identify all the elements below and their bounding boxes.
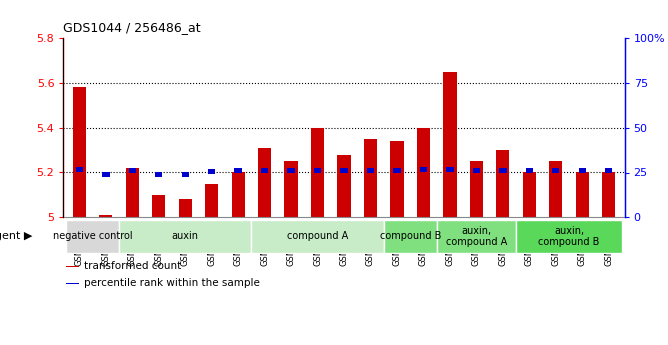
Bar: [128, 168, 136, 173]
Text: auxin,
compound A: auxin, compound A: [446, 226, 507, 247]
Bar: [285, 161, 298, 217]
Text: auxin: auxin: [172, 231, 198, 241]
Bar: [66, 220, 119, 253]
Bar: [383, 220, 437, 253]
Bar: [119, 220, 251, 253]
Bar: [526, 168, 533, 173]
Text: compound A: compound A: [287, 231, 348, 241]
Bar: [337, 155, 351, 217]
Bar: [367, 168, 374, 173]
Bar: [390, 141, 403, 217]
Bar: [602, 172, 615, 217]
Bar: [340, 168, 348, 173]
Bar: [99, 215, 112, 217]
Bar: [417, 128, 430, 217]
Bar: [251, 220, 383, 253]
Bar: [205, 184, 218, 217]
Bar: [446, 167, 454, 171]
Bar: [178, 199, 192, 217]
Bar: [287, 168, 295, 173]
Text: compound B: compound B: [379, 231, 441, 241]
Text: auxin,
compound B: auxin, compound B: [538, 226, 600, 247]
Bar: [499, 168, 506, 173]
Bar: [364, 139, 377, 217]
Bar: [516, 220, 622, 253]
Text: GDS1044 / 256486_at: GDS1044 / 256486_at: [63, 21, 201, 34]
Bar: [155, 172, 162, 177]
Bar: [152, 195, 166, 217]
Bar: [470, 161, 483, 217]
Bar: [311, 128, 324, 217]
Bar: [420, 167, 427, 171]
Bar: [66, 266, 79, 267]
Bar: [393, 168, 401, 173]
Bar: [232, 172, 244, 217]
Bar: [208, 169, 215, 174]
Text: negative control: negative control: [53, 231, 132, 241]
Bar: [261, 168, 269, 173]
Bar: [496, 150, 510, 217]
Bar: [66, 283, 79, 284]
Bar: [314, 168, 321, 173]
Bar: [126, 168, 139, 217]
Bar: [182, 172, 189, 177]
Bar: [473, 168, 480, 173]
Text: percentile rank within the sample: percentile rank within the sample: [84, 278, 260, 288]
Bar: [234, 168, 242, 173]
Bar: [605, 168, 613, 173]
Bar: [258, 148, 271, 217]
Text: agent ▶: agent ▶: [0, 231, 33, 241]
Bar: [444, 71, 456, 217]
Bar: [522, 172, 536, 217]
Bar: [576, 172, 589, 217]
Bar: [578, 168, 586, 173]
Bar: [75, 167, 83, 171]
Bar: [73, 87, 86, 217]
Bar: [102, 172, 110, 177]
Bar: [437, 220, 516, 253]
Bar: [549, 161, 562, 217]
Text: transformed count: transformed count: [84, 261, 182, 271]
Bar: [552, 168, 560, 173]
